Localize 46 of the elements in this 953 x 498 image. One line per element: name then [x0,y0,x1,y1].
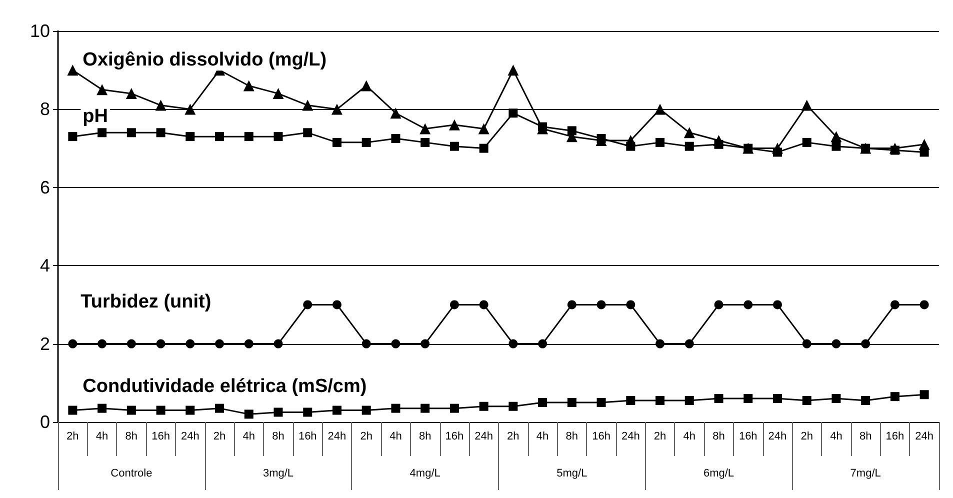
x-tick-label: 16h [445,430,464,442]
text: 7mg/L [850,468,881,480]
text: 6mg/L [703,468,734,480]
text: 5mg/L [556,468,588,480]
y-tick-label: 10 [30,21,50,41]
x-tick-label: 24h [768,430,787,442]
x-tick-label: 4h [830,430,842,442]
x-tick-label: 4h [96,430,108,442]
y-tick-label: 4 [40,256,50,276]
x-tick-label: 8h [418,430,432,442]
x-tick-label: 24h [621,430,640,442]
x-tick-label: 24h [328,430,346,442]
x-tick-label: 8h [272,430,284,442]
series-label: Condutividade elétrica (mS/cm) [82,376,367,397]
x-tick-label: 4h [536,430,549,442]
x-tick-label: 16h [886,430,904,442]
x-tick-label: 8h [859,430,872,442]
y-tick-label: 0 [40,412,50,432]
x-tick-label: 8h [566,430,578,442]
text: 4mg/L [410,468,440,480]
text: Controle [110,468,152,480]
x-tick-label: 2h [66,430,79,442]
y-tick-label: 6 [40,177,50,198]
x-tick-label: 4h [242,430,256,442]
y-tick-label: 8 [40,99,50,120]
series-label: Oxigênio dissolvido (mg/L) [82,50,327,71]
y-tick-label: 2 [40,334,50,354]
x-tick-label: 2h [654,430,666,442]
x-tick-label: 24h [180,430,200,442]
x-tick-label: 16h [152,430,170,442]
x-tick-label: 16h [298,430,317,442]
x-tick-label: 16h [738,430,758,442]
x-tick-label: 2h [360,430,372,442]
x-tick-label: 2h [507,430,520,442]
text: 3mg/L [262,468,294,480]
x-tick-label: 2h [800,430,813,442]
x-tick-label: 16h [592,430,610,442]
x-tick-label: 8h [712,430,725,442]
x-tick-label: 24h [915,430,934,442]
x-tick-label: 4h [683,430,696,442]
x-tick-label: 8h [125,430,138,442]
series-label: Turbidez (unit) [80,291,212,312]
series-label: pH [82,106,108,128]
x-tick-label: 2h [213,430,226,442]
x-tick-label: 4h [390,430,402,442]
x-tick-label: 24h [474,430,493,442]
